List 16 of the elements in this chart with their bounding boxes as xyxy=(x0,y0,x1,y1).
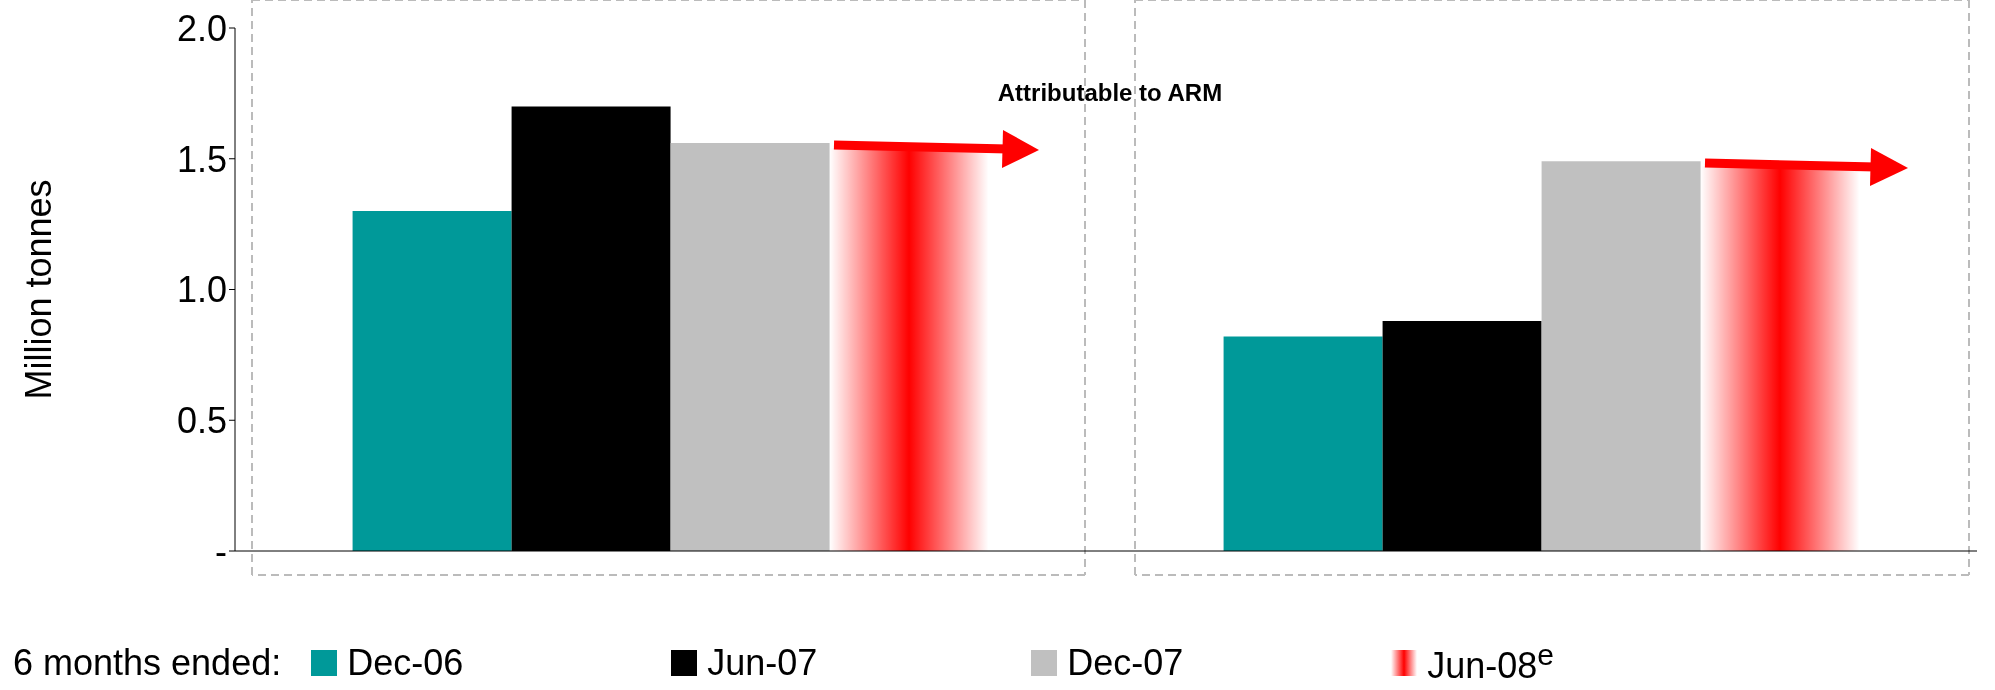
legend-label: Jun-08$^{e}$ xyxy=(1427,638,1554,687)
y-tick-label: 1.0 xyxy=(176,269,227,311)
legend-label: Dec-06 xyxy=(347,641,464,684)
legend-title: 6 months ended: xyxy=(13,641,282,684)
y-tick-label: 1.5 xyxy=(176,138,227,180)
y-tick-label: - xyxy=(215,530,227,572)
bar xyxy=(670,143,830,551)
bar xyxy=(352,211,512,551)
y-axis-title: Million tonnes xyxy=(17,179,59,400)
bar xyxy=(1223,336,1383,551)
legend-label: Dec-07 xyxy=(1067,641,1184,684)
legend-label: Jun-07 xyxy=(707,641,818,684)
y-tick-label: 2.0 xyxy=(176,7,227,49)
y-tick-label: 0.5 xyxy=(176,400,227,442)
annotation: Attributable to ARM xyxy=(997,79,1223,106)
bar xyxy=(1541,161,1701,551)
